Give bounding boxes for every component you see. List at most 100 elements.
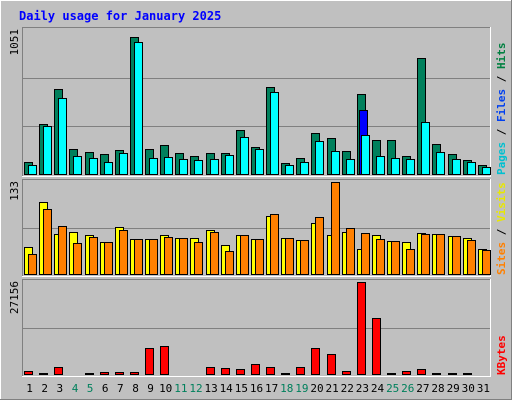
bar-pages-day-24 (376, 156, 385, 175)
bar-sites-day-12 (194, 242, 203, 275)
x-tick-label: 1 (26, 382, 33, 395)
bar-pages-day-12 (194, 160, 203, 175)
bar-sites-day-14 (225, 251, 234, 275)
bar-kbytes-day-24 (372, 318, 381, 375)
bar-kbytes-day-6 (100, 372, 109, 375)
bar-kbytes-day-30 (463, 373, 472, 375)
x-tick-label: 15 (235, 382, 248, 395)
bar-pages-day-4 (73, 156, 82, 175)
bar-pages-day-14 (225, 155, 234, 175)
bar-pages-day-10 (164, 157, 173, 175)
bar-kbytes-day-9 (145, 348, 154, 375)
bar-kbytes-day-21 (327, 354, 336, 375)
legend-entry: Pages (495, 142, 508, 175)
x-tick-label: 9 (147, 382, 154, 395)
series-legend: Pages / Files / Hits (495, 43, 508, 176)
series-legend: Sites / Visits (495, 182, 508, 275)
bar-pages-day-2 (43, 126, 52, 175)
legend-entry: / (495, 222, 508, 242)
legend-entry: Sites (495, 242, 508, 275)
bar-sites-day-21 (331, 182, 340, 275)
x-tick-label: 25 (386, 382, 399, 395)
x-tick-label: 28 (431, 382, 444, 395)
bar-kbytes-day-8 (130, 372, 139, 375)
panel-hits: 1051 Pages / Files / Hits (8, 27, 508, 177)
bar-kbytes-day-19 (296, 367, 305, 375)
legend-entry: / (495, 122, 508, 142)
bar-pages-day-29 (452, 159, 461, 175)
bar-pages-day-8 (134, 42, 143, 175)
bar-pages-day-6 (104, 162, 113, 175)
x-tick-label: 24 (371, 382, 385, 395)
bar-sites-day-9 (149, 239, 158, 275)
bar-pages-day-11 (179, 159, 188, 175)
x-tick-label: 10 (159, 382, 172, 395)
bar-pages-day-25 (391, 158, 400, 175)
chart-title: Daily usage for January 2025 (19, 9, 221, 23)
bar-pages-day-9 (149, 158, 158, 175)
bar-pages-day-21 (331, 151, 340, 175)
x-tick-label: 18 (280, 382, 293, 395)
x-tick-label: 30 (462, 382, 475, 395)
x-tick-label: 29 (447, 382, 460, 395)
bar-kbytes-day-14 (221, 368, 230, 375)
bar-kbytes-day-29 (448, 373, 457, 375)
panel-visits: 133 Sites / Visits (8, 179, 508, 277)
y-max-label: 27156 (8, 281, 21, 314)
x-tick-label: 3 (56, 382, 63, 395)
bar-sites-day-17 (270, 214, 279, 275)
bar-sites-day-5 (89, 237, 98, 275)
x-tick-label: 22 (341, 382, 354, 395)
legend-entry: Visits (495, 182, 508, 222)
panel-kbytes: 27156 KBytes (8, 279, 508, 377)
bar-kbytes-day-10 (160, 346, 169, 375)
bar-sites-day-25 (391, 241, 400, 275)
bar-kbytes-day-28 (432, 373, 441, 375)
bar-sites-day-28 (436, 234, 445, 275)
bar-sites-day-20 (315, 217, 324, 275)
bar-kbytes-day-22 (342, 371, 351, 375)
bar-kbytes-day-1 (24, 371, 33, 375)
bar-pages-day-30 (467, 162, 476, 175)
bar-pages-day-20 (315, 141, 324, 175)
x-tick-label: 4 (72, 382, 79, 395)
bar-pages-day-27 (421, 122, 430, 175)
x-tick-label: 20 (310, 382, 323, 395)
bar-pages-day-15 (240, 137, 249, 175)
x-tick-label: 26 (401, 382, 414, 395)
legend-entry: Files (495, 89, 508, 122)
bar-pages-day-18 (285, 165, 294, 175)
bar-kbytes-day-13 (206, 367, 215, 375)
bar-pages-day-22 (346, 159, 355, 175)
x-tick-label: 6 (102, 382, 109, 395)
x-tick-label: 8 (132, 382, 139, 395)
bar-kbytes-day-17 (266, 367, 275, 375)
bar-kbytes-day-5 (85, 373, 94, 375)
bar-sites-day-27 (421, 234, 430, 275)
series-legend: KBytes (495, 335, 508, 375)
bar-pages-day-19 (300, 162, 309, 175)
bar-kbytes-day-18 (281, 373, 290, 375)
bar-sites-day-11 (179, 238, 188, 275)
bar-pages-day-5 (89, 158, 98, 175)
bar-pages-day-16 (255, 149, 264, 175)
bar-sites-day-23 (361, 233, 370, 275)
y-max-label: 133 (8, 181, 21, 201)
legend-entry: Hits (495, 43, 508, 70)
x-tick-label: 19 (295, 382, 308, 395)
bar-pages-day-23 (361, 135, 370, 175)
bar-pages-day-1 (28, 165, 37, 175)
chart-panels: 1051 Pages / Files / Hits 133 Sites / Visit… (8, 27, 508, 377)
bar-sites-day-29 (452, 236, 461, 275)
bar-kbytes-day-26 (402, 371, 411, 375)
bar-sites-day-24 (376, 239, 385, 275)
x-tick-label: 12 (189, 382, 202, 395)
bar-sites-day-16 (255, 239, 264, 275)
x-tick-label: 17 (265, 382, 278, 395)
x-axis-labels: 1 2 3 4 5 6 7 8 9 10 11 12 13 14 15 16 17 18 19 20 21 22 23 24 2… (26, 382, 490, 395)
bar-sites-day-6 (104, 242, 113, 275)
bar-kbytes-day-20 (311, 348, 320, 375)
bar-pages-day-7 (119, 153, 128, 175)
bar-pages-day-17 (270, 92, 279, 175)
